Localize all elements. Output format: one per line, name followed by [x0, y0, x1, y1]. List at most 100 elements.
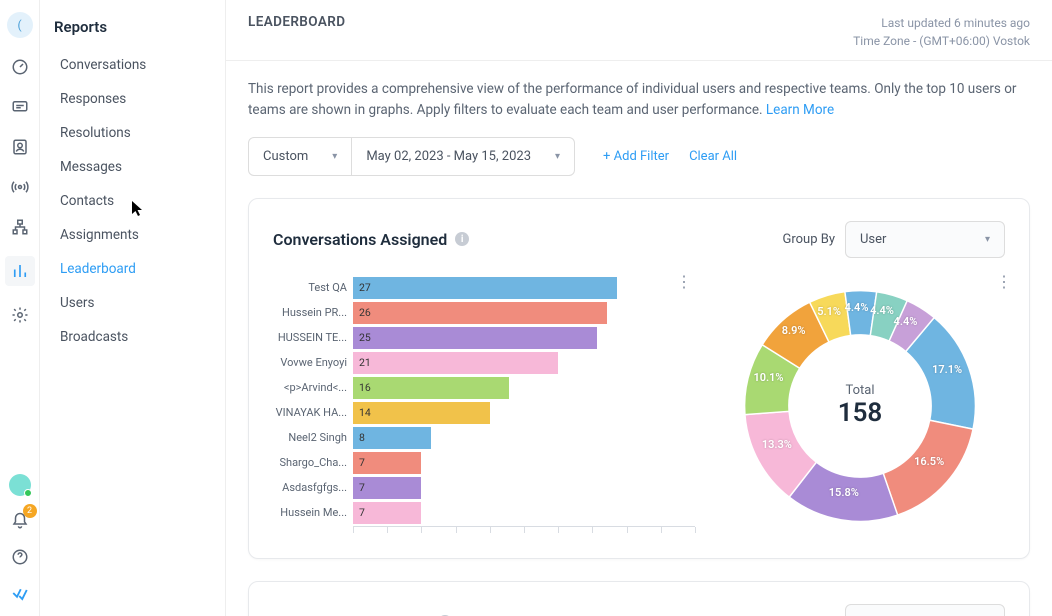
bar-value: 7 — [359, 456, 365, 469]
reports-icon[interactable] — [5, 256, 35, 286]
icon-rail: ( 2 — [0, 0, 40, 616]
bar-fill[interactable]: 27 — [353, 277, 617, 299]
groupby-select[interactable]: User ▾ — [845, 221, 1005, 258]
chart-menu-icon[interactable]: ⋮ — [996, 272, 1011, 291]
notifications-icon[interactable]: 2 — [9, 510, 31, 532]
bar-fill[interactable]: 26 — [353, 302, 607, 324]
user-avatar[interactable] — [9, 474, 31, 496]
bar-label: HUSSEIN TE... — [273, 331, 353, 344]
help-icon[interactable] — [9, 546, 31, 568]
bar-value: 25 — [359, 331, 371, 344]
bar-fill[interactable]: 7 — [353, 502, 421, 524]
bar-row: <p>Arvind<... 16 — [273, 376, 695, 400]
bar-row: HUSSEIN TE... 25 — [273, 326, 695, 350]
header-meta: Last updated 6 minutes ago Time Zone - (… — [853, 14, 1030, 50]
groupby-control: Group By User ▾ — [783, 221, 1006, 258]
donut-total-value: 158 — [838, 398, 883, 428]
bar-value: 8 — [359, 431, 365, 444]
sidebar-item-resolutions[interactable]: Resolutions — [40, 116, 225, 150]
filter-bar: Custom ▾ May 02, 2023 - May 15, 2023 ▾ +… — [248, 137, 1030, 176]
clear-all-button[interactable]: Clear All — [689, 149, 737, 164]
bar-value: 7 — [359, 506, 365, 519]
status-dot — [24, 489, 32, 497]
bar-row: Neel2 Singh 8 — [273, 426, 695, 450]
last-updated: Last updated 6 minutes ago — [853, 14, 1030, 32]
learn-more-link[interactable]: Learn More — [766, 102, 834, 118]
chart-row: ⋮ Test QA27Hussein PR...26HUSSEIN TE...2… — [273, 276, 1005, 536]
sidebar-item-responses[interactable]: Responses — [40, 82, 225, 116]
page-header: LEADERBOARD Last updated 6 minutes ago T… — [226, 0, 1052, 61]
bar-label: Shargo_Cha... — [273, 456, 353, 469]
notification-badge: 2 — [23, 504, 37, 518]
timezone: Time Zone - (GMT+06:00) Vostok — [853, 32, 1030, 50]
bar-row: Hussein Me...7 — [273, 501, 695, 525]
bar-label: <p>Arvind<... — [273, 381, 353, 394]
bar-label: Asdasfgfgs... — [273, 481, 353, 494]
add-filter-button[interactable]: + Add Filter — [603, 149, 669, 164]
bar-value: 7 — [359, 481, 365, 494]
bar-row: Asdasfgfgs... 7 — [273, 476, 695, 500]
bar-label: Neel2 Singh — [273, 431, 353, 444]
main-area: LEADERBOARD Last updated 6 minutes ago T… — [226, 0, 1052, 616]
avatar-initial: ( — [17, 18, 21, 32]
dashboard-icon[interactable] — [9, 56, 31, 78]
bar-row: Hussein PR... 26 — [273, 301, 695, 325]
description-text: This report provides a comprehensive vie… — [248, 81, 1017, 118]
card-title: Conversations Assigned — [273, 230, 447, 249]
sidebar-item-broadcasts[interactable]: Broadcasts — [40, 320, 225, 354]
bar-fill[interactable]: 25 — [353, 327, 597, 349]
date-range-select[interactable]: May 02, 2023 - May 15, 2023 ▾ — [351, 138, 574, 175]
sidebar-item-conversations[interactable]: Conversations — [40, 48, 225, 82]
org-icon[interactable] — [9, 216, 31, 238]
groupby-label: Group By — [783, 232, 836, 247]
bar-value: 21 — [359, 356, 371, 369]
chevron-down-icon: ▾ — [985, 234, 990, 245]
info-icon[interactable]: i — [455, 232, 469, 246]
bar-value: 26 — [359, 306, 371, 319]
sidebar-item-assignments[interactable]: Assignments — [40, 218, 225, 252]
donut-slice[interactable] — [883, 420, 973, 515]
bar-fill[interactable]: 21 — [353, 352, 558, 374]
bar-row: Test QA27 — [273, 276, 695, 300]
card-header: Conversations Assigned i Group By User ▾ — [273, 221, 1005, 258]
report-description: This report provides a comprehensive vie… — [248, 79, 1030, 121]
bar-label: VINAYAK HA... — [273, 406, 353, 419]
chevron-down-icon: ▾ — [555, 151, 560, 162]
bar-chart: ⋮ Test QA27Hussein PR...26HUSSEIN TE...2… — [273, 276, 695, 536]
donut-total-label: Total — [838, 383, 883, 398]
bar-fill[interactable]: 8 — [353, 427, 431, 449]
workspace-avatar[interactable]: ( — [7, 12, 33, 38]
sidebar-item-messages[interactable]: Messages — [40, 150, 225, 184]
bar-label: Vovwe Enyoyi — [273, 356, 353, 369]
settings-icon[interactable] — [9, 304, 31, 326]
donut-chart: ⋮ Total 158 17.1%16.5%15.8%13.3%10.1%8.9… — [715, 276, 1005, 536]
conversations-assigned-card: Conversations Assigned i Group By User ▾… — [248, 198, 1030, 559]
contact-icon[interactable] — [9, 136, 31, 158]
sidebar-item-users[interactable]: Users — [40, 286, 225, 320]
bar-fill[interactable]: 16 — [353, 377, 509, 399]
brand-icon[interactable] — [9, 582, 31, 604]
bar-fill[interactable]: 7 — [353, 452, 421, 474]
chat-icon[interactable] — [9, 96, 31, 118]
bar-row: Shargo_Cha... 7 — [273, 451, 695, 475]
page-title: LEADERBOARD — [248, 14, 345, 30]
bar-value: 14 — [359, 406, 371, 419]
bar-fill[interactable]: 7 — [353, 477, 421, 499]
bar-value: 16 — [359, 381, 371, 394]
bar-fill[interactable]: 14 — [353, 402, 490, 424]
chevron-down-icon: ▾ — [332, 151, 337, 162]
broadcast-icon[interactable] — [9, 176, 31, 198]
groupby-value: User — [860, 232, 886, 247]
bar-value: 27 — [359, 281, 371, 294]
filter-box: Custom ▾ May 02, 2023 - May 15, 2023 ▾ — [248, 137, 575, 176]
bar-row: Vovwe Enyoyi 21 — [273, 351, 695, 375]
range-type-select[interactable]: Custom ▾ — [249, 138, 351, 175]
groupby-control: Group By User ▾ — [783, 604, 1006, 616]
bar-label: Hussein PR... — [273, 306, 353, 319]
card-header: Conversations Closed i Group By User ▾ — [273, 604, 1005, 616]
groupby-select[interactable]: User ▾ — [845, 604, 1005, 616]
sidebar-item-leaderboard[interactable]: Leaderboard — [40, 252, 225, 286]
sidebar-title: Reports — [40, 18, 225, 48]
bar-row: VINAYAK HA... 14 — [273, 401, 695, 425]
sidebar-item-contacts[interactable]: Contacts — [40, 184, 225, 218]
